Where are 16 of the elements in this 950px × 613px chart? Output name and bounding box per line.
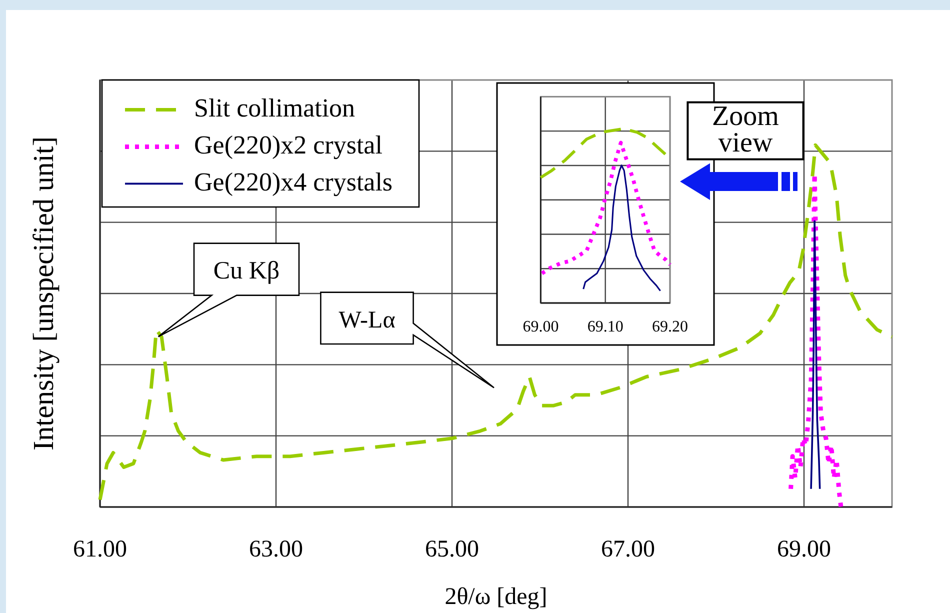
x-tick-label: 69.10 — [587, 318, 624, 336]
x-tick-label: 69.00 — [522, 318, 559, 336]
annotation: Zoom view — [712, 100, 780, 158]
x-tick-label: 67.00 — [601, 536, 655, 562]
x-tick-label: 65.00 — [425, 536, 479, 562]
x-axis-title: 2θ/ω [deg] — [444, 584, 548, 610]
x-tick-label: 61.00 — [73, 536, 127, 562]
x-tick-label: 63.00 — [249, 536, 303, 562]
legend-label: Slit collimation — [194, 94, 356, 123]
annotation: Cu Kβ — [213, 258, 280, 285]
legend-label: Ge(220)x4 crystals — [194, 168, 393, 197]
x-tick-label: 69.20 — [652, 318, 688, 336]
legend-label: Ge(220)x2 crystal — [194, 130, 382, 160]
annotation: W-Lα — [338, 307, 396, 334]
x-tick-label: 69.00 — [777, 536, 831, 562]
y-axis-title: Intensity [unspecified unit] — [28, 136, 60, 451]
